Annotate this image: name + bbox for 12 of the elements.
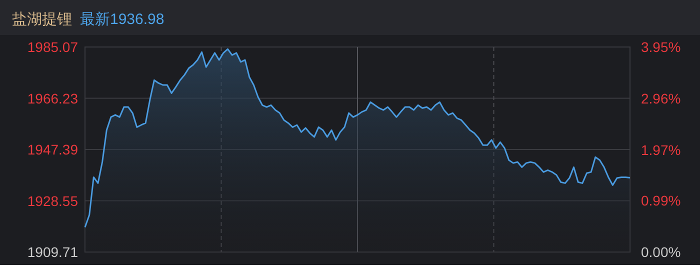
y-tick-label: 1947.39: [27, 142, 78, 158]
y-tick-label: 1928.55: [27, 192, 78, 209]
y-tick-label: 1909.71: [27, 244, 78, 260]
y2-tick-label: 0.00%: [641, 244, 681, 260]
title: 盐湖提锂: [12, 11, 72, 28]
y-tick-label: 1966.23: [27, 90, 78, 106]
y2-tick-label: 1.97%: [641, 142, 681, 158]
y-tick-label: 1985.07: [27, 39, 78, 55]
y2-tick-label: 2.96%: [641, 90, 681, 106]
y2-tick-label: 0.99%: [641, 192, 681, 209]
y2-tick-label: 3.95%: [641, 39, 681, 55]
subtitle: 最新1936.98: [80, 11, 164, 28]
